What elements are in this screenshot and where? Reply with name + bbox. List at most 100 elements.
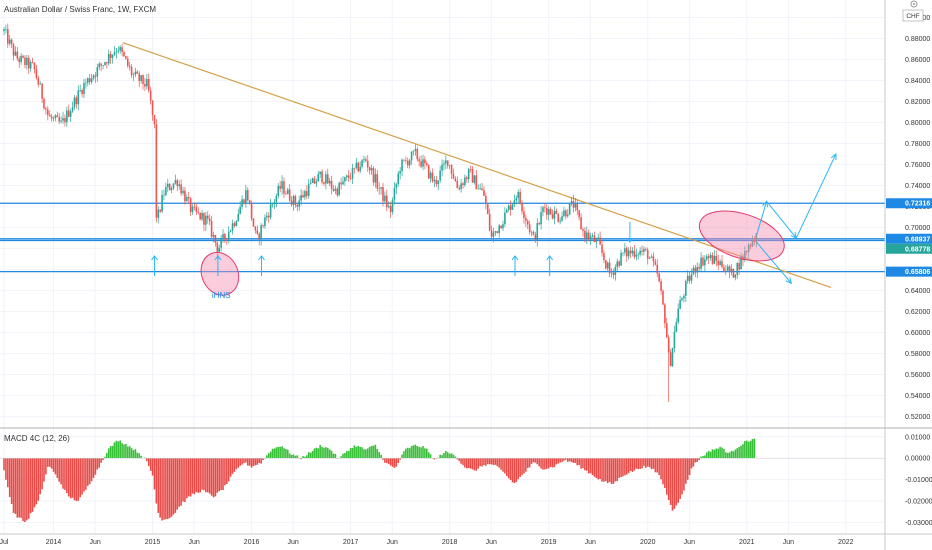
candle-body [521, 202, 523, 212]
candle-body [62, 118, 64, 121]
macd-bar [86, 458, 89, 486]
macd-bar [625, 458, 628, 475]
candle-body [492, 232, 495, 237]
macd-bar [723, 449, 725, 459]
candle-body [424, 159, 426, 164]
candle-body [467, 169, 470, 180]
candle-body [161, 195, 163, 212]
macd-bar [3, 458, 5, 471]
macd-bar [416, 446, 419, 459]
candle-body [504, 212, 506, 225]
trendline [122, 42, 832, 289]
macd-bar [227, 458, 230, 482]
gear-icon[interactable] [910, 0, 918, 8]
candle-body [637, 254, 640, 256]
macd-bar [37, 458, 40, 501]
macd-bar [521, 458, 523, 476]
macd-bar [486, 458, 489, 465]
macd-bar [652, 458, 655, 469]
candle-body [292, 196, 295, 205]
candle-body [574, 203, 577, 208]
candle-body [248, 200, 251, 203]
candle-body [73, 97, 76, 108]
macd-bar [749, 440, 752, 459]
candle-body [755, 233, 758, 242]
macd-bar [669, 458, 672, 505]
candle-body [742, 256, 744, 261]
macd-bar [224, 458, 226, 486]
candle-body [545, 208, 548, 215]
candle-body [69, 111, 72, 117]
macd-bar [197, 458, 200, 493]
candle-body [725, 270, 727, 272]
candle-body [237, 214, 240, 222]
candle-body [27, 57, 30, 69]
price-label: 0.68937 [905, 236, 930, 243]
macd-bar [69, 458, 72, 499]
time-tick-label: 2020 [640, 539, 656, 546]
candle-body [481, 188, 483, 191]
macd-bar [399, 458, 401, 460]
candle-body [47, 109, 49, 115]
macd-bar [667, 458, 670, 501]
macd-bar [614, 458, 617, 482]
candle-body [677, 308, 680, 323]
macd-bar [349, 447, 352, 459]
candle-body [517, 192, 520, 198]
candle-body [753, 239, 756, 242]
macd-bar [620, 458, 622, 478]
candle-body [294, 196, 297, 206]
candle-body [374, 174, 377, 183]
macd-bar [509, 458, 512, 481]
candle-body [401, 159, 403, 172]
macd-bar [94, 458, 97, 475]
candle-body [243, 199, 245, 204]
candle-body [366, 160, 369, 168]
macd-bar [730, 450, 733, 459]
candle-body [405, 160, 407, 161]
candle-body [239, 206, 241, 215]
macd-bar [384, 458, 386, 463]
candle-body [20, 55, 22, 63]
candle-body [538, 223, 540, 225]
macd-bar [90, 458, 93, 482]
candle-body [277, 186, 280, 196]
macd-bar [658, 458, 660, 476]
price-axis[interactable]: 0.900000.880000.860000.840000.820000.800… [905, 15, 930, 421]
candle-body [368, 167, 371, 171]
macd-bar [664, 458, 666, 488]
macd-bar [43, 458, 45, 482]
macd-bar [374, 444, 377, 459]
candle-body [107, 53, 110, 64]
candle-body [437, 180, 440, 185]
price-tick-label: 0.80000 [905, 120, 930, 127]
candle-body [464, 177, 466, 186]
candle-body [671, 348, 674, 367]
macd-bar [58, 458, 61, 482]
candle-body [128, 65, 131, 67]
candle-body [418, 159, 420, 162]
macd-bar [584, 458, 586, 471]
macd-bar [229, 458, 232, 477]
candle-body [488, 213, 491, 231]
candle-body [420, 161, 422, 167]
candle-body [608, 262, 611, 274]
macd-bar [639, 458, 641, 469]
macd-axis[interactable]: 0.01000 0.00000 -0.01000 -0.02000 -0.03000 [905, 434, 932, 527]
candle-body [565, 210, 567, 217]
candle-body [698, 266, 700, 269]
candle-body [683, 295, 685, 299]
time-axis[interactable]: Jul 2014 Jun 2015 Jun 2016 Jun 2017 Jun 2018 Jun 20… [0, 539, 854, 546]
candle-body [572, 201, 575, 208]
candle-body [715, 255, 718, 261]
macd-bar [191, 458, 194, 494]
macd-bar [109, 446, 112, 459]
macd-bar [635, 458, 638, 469]
candle-body [416, 149, 419, 160]
macd-bar [505, 458, 508, 476]
macd-tick-label: 0.00000 [905, 456, 930, 463]
candle-body [496, 231, 499, 234]
macd-bar [359, 446, 361, 459]
candle-body [612, 272, 615, 275]
candle-body [199, 212, 201, 220]
